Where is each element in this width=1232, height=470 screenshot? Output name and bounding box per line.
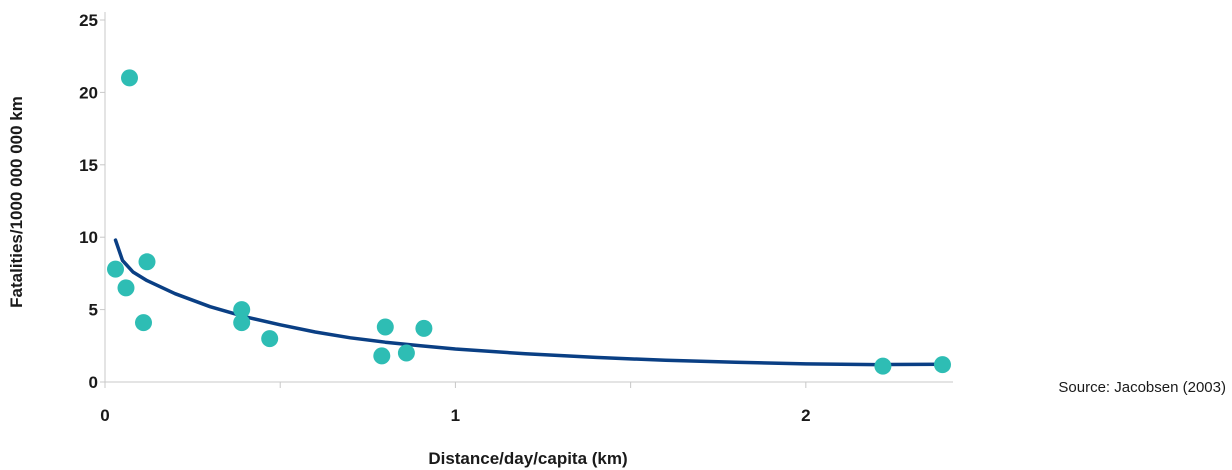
y-axis-ticks: 0 5 10 15 20 25 — [79, 11, 105, 392]
data-point — [135, 314, 152, 332]
data-point — [233, 314, 251, 332]
data-point — [397, 344, 415, 362]
data-point — [117, 279, 135, 297]
x-tick-label: 2 — [801, 406, 810, 425]
data-point — [261, 330, 279, 348]
x-axis-ticks: 0 1 2 — [100, 382, 811, 425]
y-tick-label: 20 — [79, 83, 98, 102]
data-points-layer — [107, 69, 951, 375]
data-point — [415, 319, 433, 337]
x-tick-label: 0 — [100, 406, 109, 425]
fit-curve-layer — [113, 238, 948, 367]
data-point — [934, 356, 951, 374]
data-point — [874, 357, 892, 375]
y-tick-label: 25 — [79, 11, 98, 30]
y-axis-title: Fatalities/1000 000 000 km — [7, 96, 26, 308]
data-point — [138, 253, 156, 271]
y-tick-label: 10 — [79, 228, 98, 247]
fit-curve-line — [113, 238, 948, 367]
y-tick-label: 0 — [89, 373, 98, 392]
data-point — [233, 301, 251, 319]
data-point — [376, 318, 394, 336]
data-point — [373, 347, 391, 365]
source-note: Source: Jacobsen (2003) — [1058, 379, 1226, 396]
data-point — [121, 69, 138, 87]
data-point — [107, 260, 124, 278]
y-tick-label: 5 — [89, 301, 98, 320]
x-tick-label: 1 — [451, 406, 460, 425]
x-axis-title: Distance/day/capita (km) — [428, 449, 627, 468]
y-tick-label: 15 — [79, 156, 98, 175]
